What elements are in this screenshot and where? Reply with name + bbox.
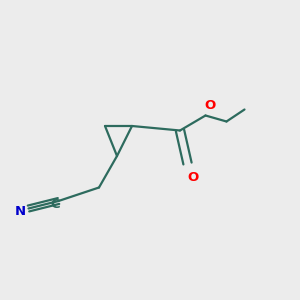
Text: O: O xyxy=(187,171,199,184)
Text: O: O xyxy=(204,99,216,112)
Text: C: C xyxy=(51,198,60,211)
Text: N: N xyxy=(15,205,26,218)
